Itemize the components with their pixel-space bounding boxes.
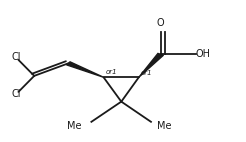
Text: O: O bbox=[157, 18, 165, 28]
Text: or1: or1 bbox=[106, 69, 118, 75]
Text: Cl: Cl bbox=[11, 52, 21, 62]
Text: Me: Me bbox=[67, 121, 82, 131]
Polygon shape bbox=[139, 53, 164, 77]
Text: OH: OH bbox=[196, 49, 211, 59]
Text: Me: Me bbox=[157, 121, 172, 131]
Text: Cl: Cl bbox=[11, 89, 21, 99]
Polygon shape bbox=[66, 62, 104, 77]
Text: or1: or1 bbox=[140, 70, 152, 76]
